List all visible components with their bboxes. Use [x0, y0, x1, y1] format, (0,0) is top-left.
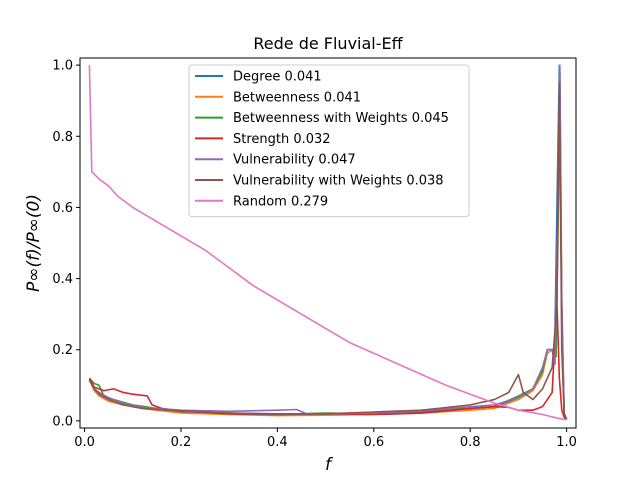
- x-tick-label: 0.2: [171, 435, 192, 450]
- legend-label: Betweenness 0.041: [233, 90, 361, 105]
- series-line-7: [88, 65, 567, 421]
- legend-label: Betweenness with Weights 0.045: [233, 111, 449, 126]
- legend-label: Degree 0.041: [233, 70, 322, 85]
- legend: Degree 0.041 Betweenness 0.041 Betweenness…: [188, 64, 470, 218]
- legend-label: Random 0.279: [233, 194, 328, 209]
- x-tick-label: 0.8: [460, 435, 481, 450]
- y-axis-label: P∞(f)/P∞(0): [24, 194, 44, 292]
- chart-title: Rede de Fluvial-Eff: [253, 34, 403, 53]
- y-tick-label: 0.8: [52, 130, 73, 145]
- x-tick-label: 0.4: [267, 435, 288, 450]
- x-tick-label: 0.6: [363, 435, 384, 450]
- legend-box: [188, 64, 470, 218]
- legend-label: Strength 0.032: [233, 132, 331, 147]
- y-tick-label: 0.2: [52, 343, 73, 358]
- y-axis: 0.0 0.2 0.4 0.6 0.8 1.0: [52, 59, 80, 429]
- y-tick-label: 0.4: [52, 272, 73, 287]
- x-axis-label: f: [325, 455, 334, 475]
- plot-frame: [79, 57, 577, 429]
- y-tick-label: 0.6: [52, 201, 73, 216]
- legend-label: Vulnerability with Weights 0.038: [233, 174, 444, 189]
- series-layer: [88, 64, 568, 421]
- x-axis: 0.0 0.2 0.4 0.6 0.8 1.0: [74, 428, 577, 450]
- x-tick-label: 1.0: [556, 435, 577, 450]
- x-tick-label: 0.0: [74, 435, 95, 450]
- series-line-6: [88, 82, 568, 420]
- y-tick-label: 1.0: [52, 59, 73, 74]
- legend-label: Vulnerability 0.047: [233, 153, 356, 168]
- y-tick-label: 0.0: [52, 414, 73, 429]
